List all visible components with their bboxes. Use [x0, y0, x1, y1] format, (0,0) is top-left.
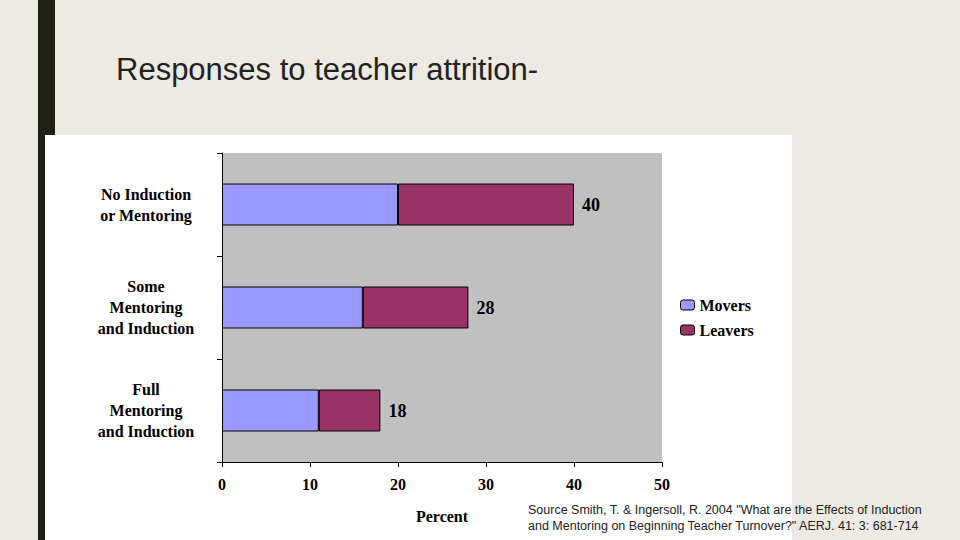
svg-text:or Mentoring: or Mentoring	[100, 207, 192, 225]
svg-text:Leavers: Leavers	[700, 322, 754, 339]
svg-text:10: 10	[302, 476, 318, 493]
html-text:and Mentoring on Beginning Tea: and Mentoring on Beginning Teacher Turno…	[528, 519, 919, 533]
svg-text:40: 40	[566, 476, 582, 493]
svg-text:No Induction: No Induction	[101, 186, 191, 203]
svg-text:0: 0	[218, 476, 226, 493]
svg-text:Movers: Movers	[700, 297, 752, 314]
svg-text:Percent: Percent	[416, 508, 469, 525]
svg-text:20: 20	[390, 476, 406, 493]
svg-text:28: 28	[476, 298, 494, 318]
svg-text:Some: Some	[127, 278, 164, 295]
svg-text:and Induction: and Induction	[98, 320, 195, 337]
svg-text:and Induction: and Induction	[98, 423, 195, 440]
svg-text:Full: Full	[132, 381, 160, 398]
svg-text:50: 50	[654, 476, 670, 493]
html-text:Responses to teacher attrition: Responses to teacher attrition-	[116, 52, 539, 87]
html-text:Source Smith, T. & Ingersoll,: Source Smith, T. & Ingersoll, R. 2004 "W…	[528, 503, 922, 517]
svg-text:Mentoring: Mentoring	[110, 402, 183, 420]
svg-text:30: 30	[478, 476, 494, 493]
svg-text:Mentoring: Mentoring	[110, 299, 183, 317]
svg-text:40: 40	[582, 195, 600, 215]
svg-text:18: 18	[388, 401, 406, 421]
